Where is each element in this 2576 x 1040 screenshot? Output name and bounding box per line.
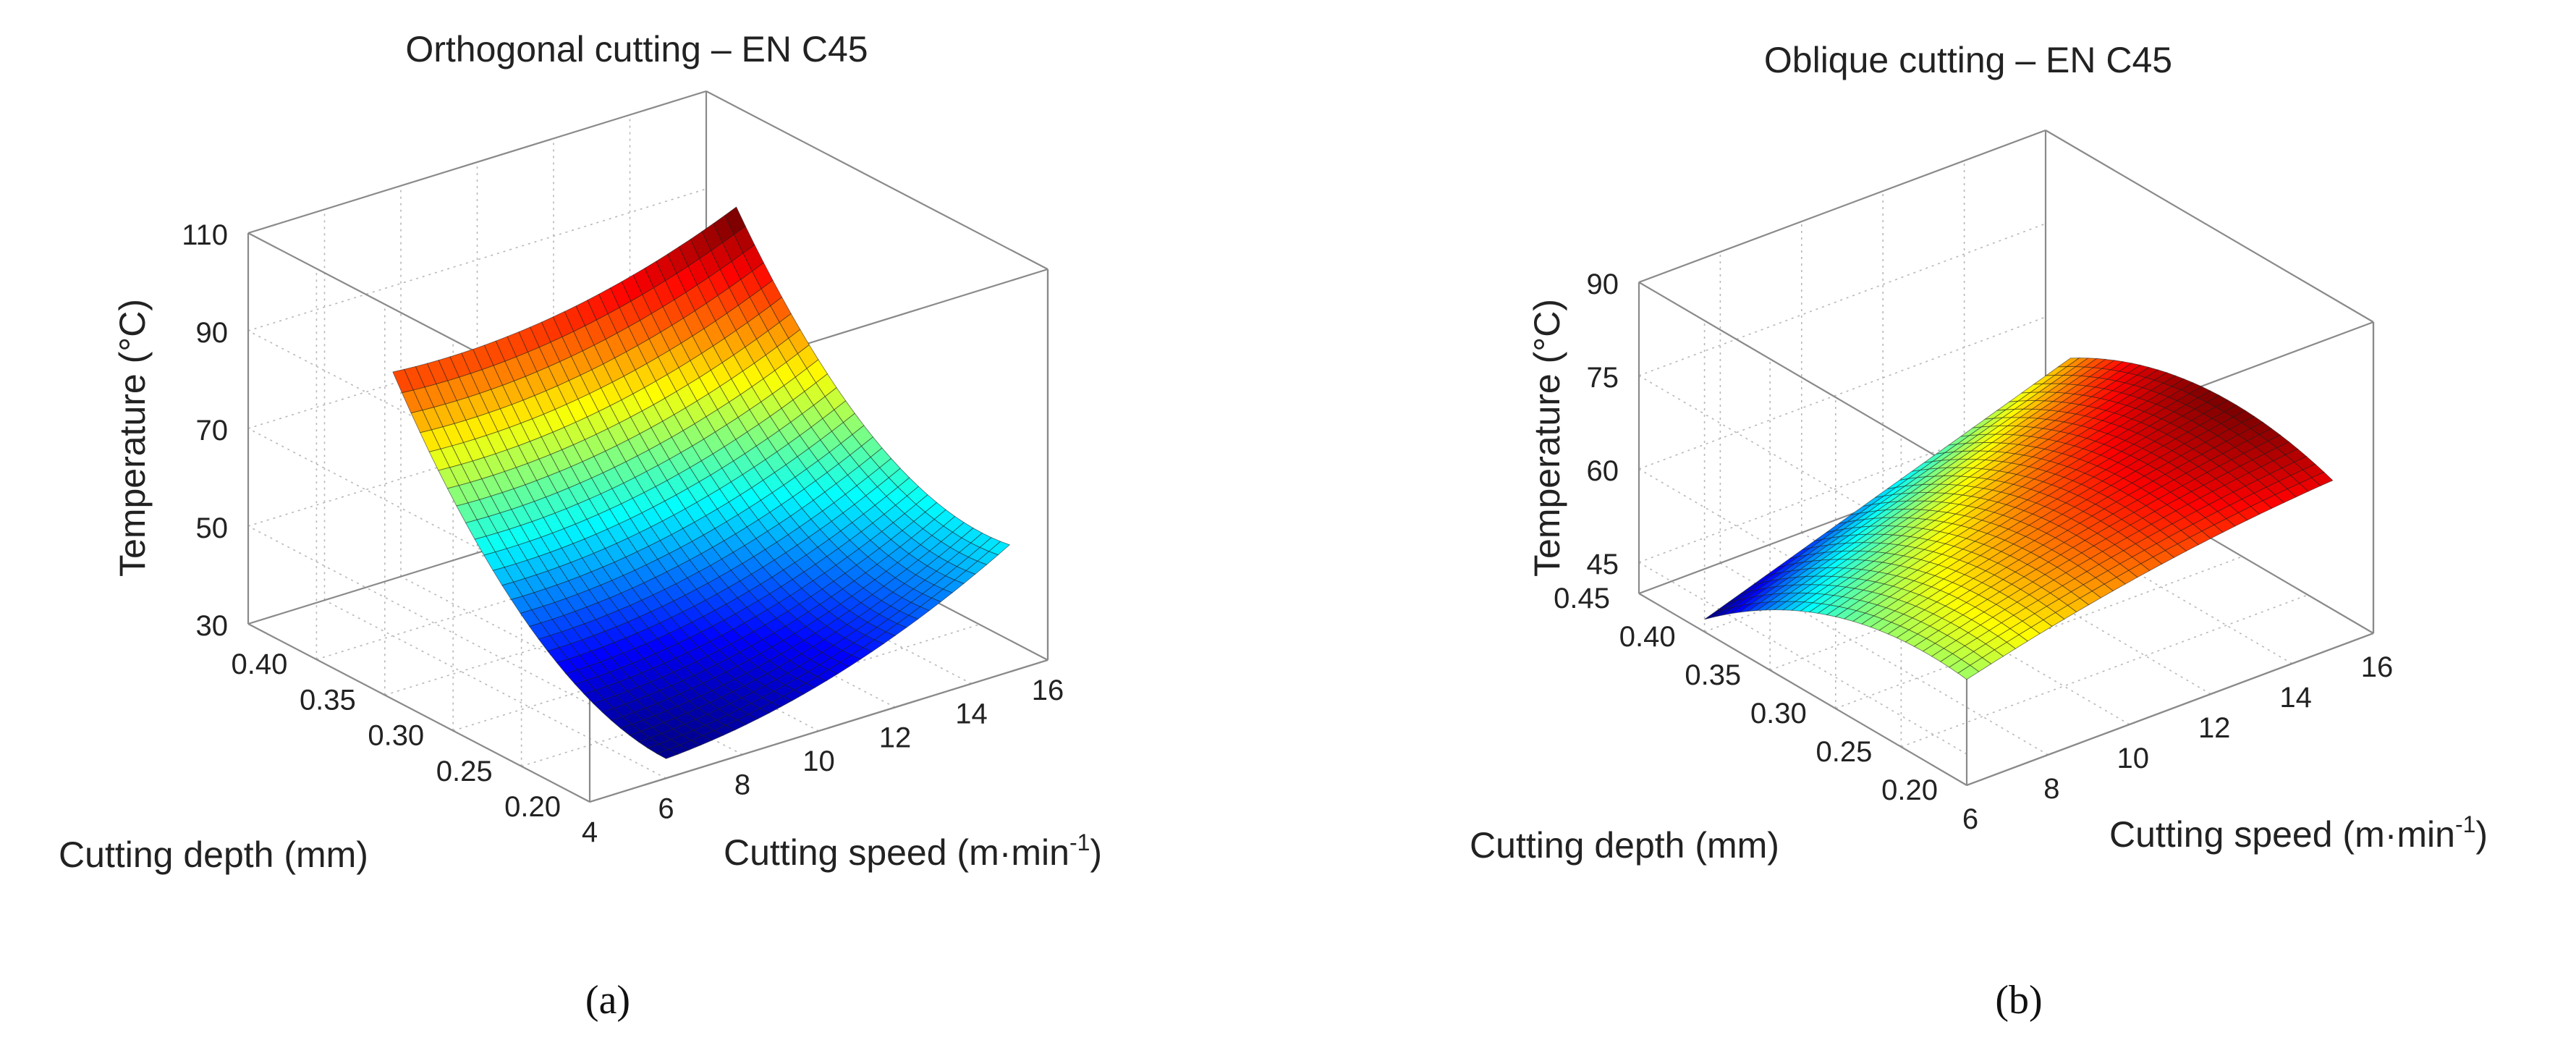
surface-patch: [2311, 471, 2334, 486]
grid-line-back-z: [1638, 223, 2046, 376]
chart-b-zlabel: Temperature (°C): [1527, 299, 1567, 577]
axes-box-front-edge: [589, 659, 1048, 803]
chart-b-xlabel-close: ): [2475, 814, 2488, 855]
y-tick-label: 0.25: [436, 756, 493, 787]
chart-b-xlabel: Cutting speed (m·min-1): [2109, 811, 2488, 855]
grid-line-floor-y: [521, 624, 980, 767]
grid-line-floor-x: [324, 599, 666, 779]
chart-a-surface: [392, 206, 1011, 759]
grid-line-side-z: [247, 525, 590, 705]
grid-line-floor-y: [316, 517, 775, 660]
y-tick-label: 0.40: [1619, 621, 1676, 653]
x-tick-label: 10: [2117, 743, 2150, 774]
y-tick-label: 0.20: [504, 791, 561, 823]
grid-line-back-z: [1638, 410, 2046, 563]
grid-line-floor-x: [1719, 562, 2048, 756]
x-tick-label: 8: [2043, 773, 2059, 805]
x-tick-label: 14: [955, 698, 988, 730]
z-tick-label: 45: [1587, 549, 1619, 580]
axes-box-edge: [706, 90, 1048, 270]
grid-line-floor-y: [384, 552, 844, 696]
y-tick-label: 0.25: [1816, 736, 1873, 768]
chart-b-xlabel-sup: -1: [2455, 811, 2475, 837]
chart-a-xlabel-sup: -1: [1069, 829, 1090, 855]
x-tick-label: 16: [1032, 675, 1064, 706]
grid-line-side-z: [1638, 375, 1967, 568]
panel-label-a: (a): [585, 978, 630, 1023]
axes-box-edge: [247, 90, 707, 234]
chart-b-surface: [1704, 358, 2334, 680]
chart-a-front-edges: [589, 269, 1049, 803]
x-tick-label: 12: [879, 722, 912, 753]
grid-line-floor-y: [1901, 594, 2308, 748]
y-tick-label: 0.30: [368, 720, 424, 752]
panel-label-b: (b): [1995, 978, 2042, 1023]
z-tick-label: 50: [196, 512, 229, 544]
y-tick-label: 0.35: [1685, 659, 1741, 691]
chart-b-title: Oblique cutting – EN C45: [1764, 40, 2172, 80]
axes-box-edge: [1638, 129, 2046, 284]
chart-a-xlabel: Cutting speed (m·min-1): [724, 829, 1102, 873]
grid-line-side-z: [247, 428, 590, 607]
axes-box-edge: [2045, 130, 2374, 323]
x-tick-label: 4: [582, 816, 598, 848]
grid-line-back-z: [1638, 316, 2046, 470]
z-tick-label: 30: [196, 610, 229, 642]
x-tick-label: 14: [2279, 682, 2312, 714]
chart-a-xlabel-close: ): [1090, 832, 1102, 873]
x-tick-label: 6: [658, 792, 674, 824]
grid-line-side-z: [1638, 562, 1967, 755]
axes-box-edge: [1638, 282, 1967, 475]
z-tick-label: 90: [1587, 269, 1619, 300]
grid-line-side-z: [247, 330, 590, 510]
grid-line-floor-x: [400, 575, 743, 756]
chart-b-xlabel-main: Cutting speed (m·min: [2109, 814, 2455, 855]
surface-patch: [988, 541, 1011, 556]
axes-box-front-edge: [1966, 632, 2374, 787]
z-tick-label: 110: [182, 219, 228, 251]
y-tick-label: 0.20: [1881, 774, 1938, 806]
x-tick-label: 12: [2198, 712, 2231, 744]
y-tick-label: 0.40: [232, 648, 288, 680]
grid-line-floor-y: [452, 588, 912, 732]
y-tick-label: 0.45: [1554, 583, 1610, 614]
chart-a-xlabel-main: Cutting speed (m·min: [724, 832, 1069, 873]
x-tick-label: 8: [734, 769, 750, 801]
y-tick-label: 0.30: [1750, 698, 1807, 730]
z-tick-label: 70: [196, 415, 229, 447]
grid-line-back-z: [247, 188, 707, 331]
x-tick-label: 10: [802, 745, 835, 777]
x-tick-label: 6: [1962, 803, 1978, 835]
y-tick-label: 0.35: [300, 684, 356, 716]
z-tick-label: 90: [196, 317, 229, 349]
z-tick-label: 60: [1587, 455, 1619, 487]
grid-line-back-z: [247, 286, 707, 429]
chart-a-ylabel: Cutting depth (mm): [59, 834, 368, 875]
x-tick-label: 16: [2361, 651, 2394, 683]
chart-b-ylabel: Cutting depth (mm): [1470, 825, 1779, 866]
grid-line-back-z: [247, 384, 707, 527]
axes-box-edge: [1638, 593, 1967, 786]
chart-a-zlabel: Temperature (°C): [112, 299, 153, 577]
z-tick-label: 75: [1587, 362, 1619, 394]
chart-b-front-edges: [1966, 322, 2375, 787]
chart-a-title: Orthogonal cutting – EN C45: [405, 29, 868, 69]
axes-box-edge: [247, 623, 590, 803]
